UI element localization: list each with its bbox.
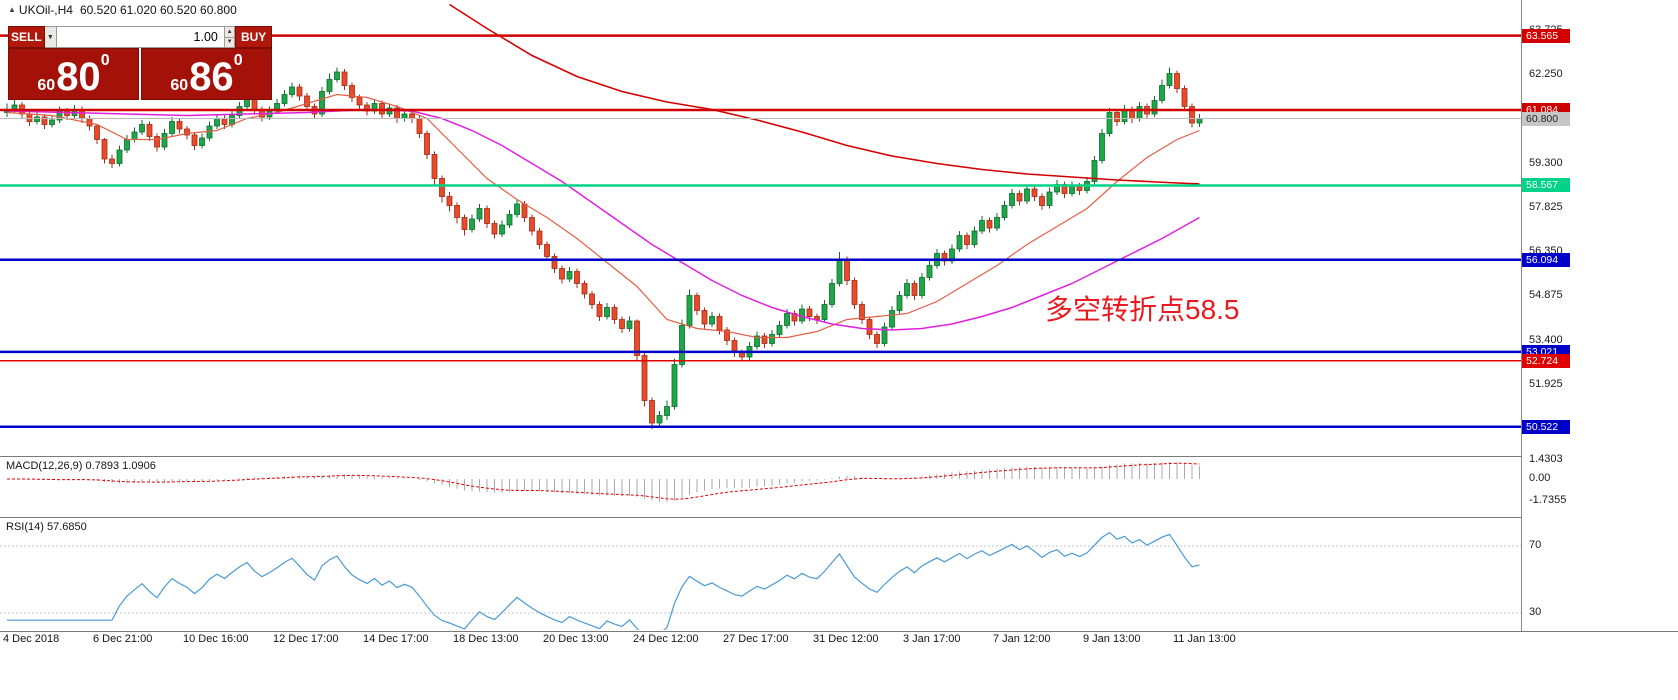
chevron-down-icon: ▼ xyxy=(226,39,233,46)
ma-slow-line xyxy=(449,3,1200,185)
price-tick-label: 62.250 xyxy=(1529,68,1563,80)
chart-collapse-icon: ▲ xyxy=(8,5,16,14)
time-axis-label: 4 Dec 2018 xyxy=(3,633,60,645)
price-axis[interactable]: 63.72562.25059.30057.82556.35054.87553.4… xyxy=(1521,0,1678,631)
panel-separator[interactable] xyxy=(0,517,1678,518)
time-axis-label: 18 Dec 13:00 xyxy=(453,633,519,645)
buy-button[interactable]: BUY xyxy=(235,26,272,48)
time-axis-label: 27 Dec 17:00 xyxy=(723,633,789,645)
lot-dropdown-button[interactable]: ▼ xyxy=(44,26,57,48)
price-tick-label: 51.925 xyxy=(1529,377,1563,390)
chevron-down-icon: ▼ xyxy=(46,33,54,41)
buy-price-display[interactable]: 60 86 0 xyxy=(141,48,272,100)
spinner-up-button[interactable]: ▲ xyxy=(224,27,235,38)
price-level-badge: 60.800 xyxy=(1522,111,1570,126)
time-axis-label: 10 Dec 16:00 xyxy=(183,633,249,645)
ohlc-readout: 60.520 61.020 60.520 60.800 xyxy=(79,3,237,17)
symbol-timeframe-label: UKOil-,H4 xyxy=(18,3,73,17)
chart-title: ▲ UKOil-,H4 60.520 61.020 60.520 60.800 xyxy=(8,3,237,17)
chart-annotation: 多空转折点58.5 xyxy=(1045,294,1240,325)
macd-label: MACD(12,26,9) 0.7893 1.0906 xyxy=(6,460,156,472)
sell-price-handle: 60 xyxy=(37,77,56,94)
rsi-axis-value: 30 xyxy=(1529,606,1542,618)
macd-axis-value: 0.00 xyxy=(1529,472,1551,484)
panel-separator[interactable] xyxy=(0,456,1678,457)
panel-separator[interactable] xyxy=(0,631,1678,632)
macd-axis-value: -1.7355 xyxy=(1529,494,1567,507)
sell-price-display[interactable]: 60 80 0 xyxy=(8,48,139,100)
spinner-down-button[interactable]: ▼ xyxy=(224,37,235,47)
sell-button[interactable]: SELL xyxy=(8,26,45,48)
price-tick-label: 54.875 xyxy=(1529,289,1563,302)
time-axis-label: 12 Dec 17:00 xyxy=(273,633,339,645)
buy-price-big-digits: 86 xyxy=(189,55,234,99)
time-axis[interactable]: 4 Dec 2018 6 Dec 21:00 10 Dec 16:00 12 Dec … xyxy=(0,633,1521,653)
time-axis-label: 24 Dec 12:00 xyxy=(633,633,699,645)
ma-mid-line xyxy=(6,108,1200,331)
time-axis-label: 31 Dec 12:00 xyxy=(813,633,879,645)
price-level-badge: 63.565 xyxy=(1522,28,1570,43)
sell-price-pip-digit: 0 xyxy=(100,52,110,69)
buy-price-pip-digit: 0 xyxy=(233,52,243,69)
time-axis-label: 20 Dec 13:00 xyxy=(543,633,609,645)
sell-price-big-digits: 80 xyxy=(56,55,101,99)
price-level-badge: 56.094 xyxy=(1522,252,1570,267)
time-axis-label: 6 Dec 21:00 xyxy=(93,633,153,645)
volume-spinner: ▲ ▼ xyxy=(224,26,236,48)
rsi-axis-value: 70 xyxy=(1529,539,1542,551)
price-tick-label: 57.825 xyxy=(1529,200,1563,213)
volume-input[interactable] xyxy=(56,26,225,48)
time-axis-label: 14 Dec 17:00 xyxy=(363,633,429,645)
price-tick-label: 59.300 xyxy=(1529,156,1563,169)
price-level-badge: 58.567 xyxy=(1522,178,1570,193)
macd-panel-canvas[interactable] xyxy=(0,457,1521,517)
chevron-up-icon: ▲ xyxy=(226,28,233,35)
rsi-panel-canvas[interactable] xyxy=(0,518,1521,630)
buy-price-handle: 60 xyxy=(170,77,189,94)
ma-fast-line xyxy=(6,93,1200,339)
time-axis-label: 3 Jan 17:00 xyxy=(903,633,961,645)
macd-histogram xyxy=(14,462,1200,503)
rsi-label: RSI(14) 57.6850 xyxy=(6,521,87,533)
macd-signal-line xyxy=(7,462,1200,500)
time-axis-label: 9 Jan 13:00 xyxy=(1083,633,1141,645)
time-axis-label: 7 Jan 12:00 xyxy=(993,633,1051,645)
price-level-badge: 50.522 xyxy=(1522,419,1570,434)
price-level-badge: 52.724 xyxy=(1522,353,1570,368)
rsi-line xyxy=(7,531,1200,630)
macd-axis-value: 1.4303 xyxy=(1529,453,1563,466)
main-chart-canvas[interactable] xyxy=(0,0,1521,456)
time-axis-label: 11 Jan 13:00 xyxy=(1173,633,1236,645)
price-tick-label: 53.400 xyxy=(1529,333,1563,346)
